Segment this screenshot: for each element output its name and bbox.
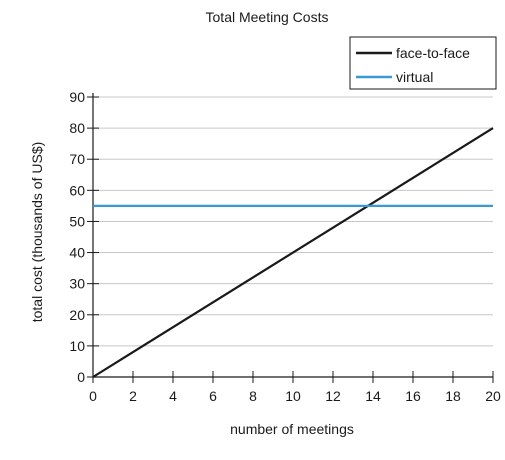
x-tick-label-12: 12 (325, 388, 341, 404)
series-line-face-to-face (92, 127, 494, 378)
y-tick-label-10: 10 (69, 338, 85, 354)
tick-labels: 0 10 20 30 40 50 60 70 80 90 0 2 4 6 8 10 12 14 16 18 20 (69, 89, 501, 404)
x-tick-label-10: 10 (285, 388, 301, 404)
legend: face-to-face virtual (349, 36, 497, 90)
x-tick-label-6: 6 (209, 388, 217, 404)
x-tick-label-20: 20 (485, 388, 501, 404)
y-tick-label-70: 70 (69, 151, 85, 167)
y-tick-label-40: 40 (69, 245, 85, 261)
axes (87, 93, 494, 383)
y-tick-label-80: 80 (69, 120, 85, 136)
x-tick-label-2: 2 (129, 388, 137, 404)
legend-label-face-to-face: face-to-face (396, 45, 470, 61)
y-tick-label-60: 60 (69, 182, 85, 198)
x-tick-label-0: 0 (89, 388, 97, 404)
x-axis-label: number of meetings (230, 421, 354, 437)
legend-label-virtual: virtual (396, 69, 433, 85)
x-tick-label-16: 16 (405, 388, 421, 404)
x-tick-label-14: 14 (365, 388, 381, 404)
gridlines (93, 96, 493, 347)
y-tick-label-0: 0 (77, 369, 85, 385)
x-tick-label-8: 8 (249, 388, 257, 404)
y-tick-label-20: 20 (69, 307, 85, 323)
y-tick-label-50: 50 (69, 213, 85, 229)
chart-title: Total Meeting Costs (206, 9, 329, 25)
x-tick-label-4: 4 (169, 388, 177, 404)
y-axis-label: total cost (thousands of US$) (29, 142, 45, 323)
y-tick-label-90: 90 (69, 89, 85, 105)
y-tick-label-30: 30 (69, 276, 85, 292)
legend-box (349, 36, 497, 90)
x-tick-label-18: 18 (445, 388, 461, 404)
series-lines (92, 127, 494, 378)
